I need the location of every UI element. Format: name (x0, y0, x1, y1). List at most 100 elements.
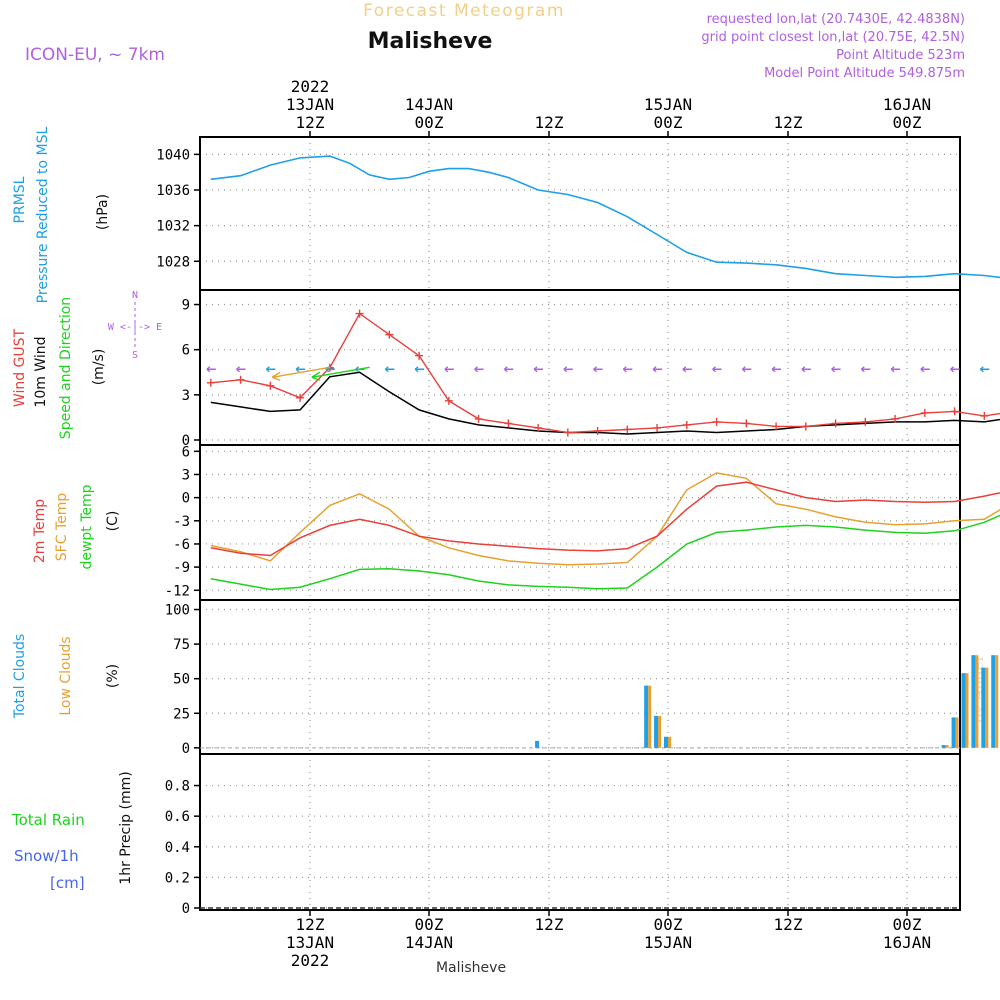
t2m-line (210, 481, 1000, 557)
wind-direction-arrow (563, 366, 573, 373)
gust-marker (296, 393, 305, 402)
gust-marker (236, 375, 245, 384)
gust-marker (415, 351, 424, 360)
total-cloud-bar (654, 716, 659, 748)
total-cloud-bar (981, 667, 986, 748)
ytick-label: 0 (182, 491, 190, 507)
total-cloud-bar (951, 717, 956, 748)
gust-marker (712, 417, 721, 426)
top-hour-label: 00Z (893, 113, 922, 132)
pressure-unit: (hPa) (95, 194, 111, 230)
low-cloud-bar (668, 736, 671, 748)
gridpoint-coords: grid point closest lon,lat (20.75E, 42.5… (701, 30, 965, 45)
wind-direction-arrow (265, 366, 276, 373)
model-altitude: Model Point Altitude 549.875m (764, 66, 965, 81)
snow-unit: [cm] (50, 874, 85, 892)
ytick-label: 0.2 (165, 870, 190, 886)
gust-marker (385, 330, 394, 339)
low-cloud-bar (648, 685, 652, 748)
gust-marker (593, 426, 602, 435)
wind-direction-arrow (533, 366, 544, 373)
panel-frame (199, 753, 961, 911)
low-cloud-bar (658, 716, 662, 748)
model-label: ICON-EU, ~ 7km (25, 45, 165, 65)
ytick-label: 0.4 (165, 840, 190, 856)
wind-gust-arrow (271, 366, 331, 381)
pressure-label-msl: Pressure Reduced to MSL (35, 126, 51, 303)
precip-unit: 1hr Precip (mm) (118, 771, 134, 884)
ytick-label: 1028 (156, 254, 190, 270)
wind-10m-label: 10m Wind (33, 336, 49, 407)
bottom-date-label: 13JAN (286, 933, 334, 952)
wind-gust-arrow (311, 366, 370, 381)
ytick-label: 0.8 (165, 779, 190, 795)
low-cloud-bar (995, 655, 999, 748)
wind-direction-arrow (652, 366, 663, 373)
ytick-label: 6 (182, 343, 190, 359)
wind-direction-arrow (503, 366, 514, 373)
location-title: Malisheve (368, 29, 493, 54)
sfc-temp-line (210, 472, 1000, 566)
total-clouds-label: Total Clouds (12, 634, 28, 719)
top-hour-label: 12Z (774, 113, 803, 132)
dewpt-line (210, 514, 1000, 591)
ytick-label: 0 (182, 901, 190, 917)
wind-direction-arrow (771, 366, 782, 373)
gust-marker (920, 408, 929, 417)
wind-direction-arrow (236, 366, 246, 373)
top-date-label: 13JAN (286, 95, 334, 114)
ytick-label: -9 (173, 560, 190, 576)
footer-location: Malisheve (436, 960, 506, 976)
wind-direction-arrow (593, 366, 603, 373)
gust-marker (891, 414, 900, 423)
gust-marker (742, 419, 751, 428)
chart-title: Forecast Meteogram (363, 1, 565, 21)
pressure-label-prmsl: PRMSL (12, 176, 28, 223)
wind-direction-arrow (622, 366, 633, 373)
gust-marker (623, 425, 632, 434)
top-date-label: 14JAN (405, 95, 453, 114)
wind-direction-arrow (474, 366, 484, 373)
low-cloud-bar (985, 667, 989, 748)
total-cloud-bar (941, 745, 946, 748)
wind-unit: (m/s) (91, 349, 107, 386)
wind-direction-arrow (206, 366, 216, 373)
requested-coords: requested lon,lat (20.7430E, 42.4838N) (707, 12, 965, 27)
top-year-label: 2022 (291, 77, 330, 96)
wind-gust-label: Wind GUST (12, 328, 28, 407)
top-hour-label: 00Z (415, 113, 444, 132)
ytick-label: 1040 (156, 147, 190, 163)
ytick-label: 1036 (156, 183, 190, 199)
top-hour-label: 12Z (296, 113, 325, 132)
bottom-date-label: 16JAN (883, 933, 931, 952)
compass-n: N (132, 290, 138, 301)
wind-direction-arrow (950, 366, 960, 373)
wind-direction-arrow (920, 366, 930, 373)
ytick-label: 0 (182, 741, 190, 757)
ytick-label: 1032 (156, 219, 190, 235)
point-altitude: Point Altitude 523m (836, 48, 965, 63)
low-cloud-bar (945, 745, 949, 748)
ytick-label: 50 (173, 672, 190, 688)
low-cloud-bar (975, 655, 979, 748)
wind-direction-arrow (860, 366, 871, 373)
bottom-hour-label: 12Z (774, 915, 803, 934)
wind-direction-arrow (712, 366, 722, 373)
temp-2m-label: 2m Temp (32, 499, 48, 563)
top-hour-label: 00Z (654, 113, 683, 132)
bottom-date-label: 15JAN (644, 933, 692, 952)
ytick-label: 100 (165, 603, 190, 619)
wind-direction-arrow (741, 366, 752, 373)
total-cloud-bar (644, 685, 649, 748)
ytick-label: 75 (173, 637, 190, 653)
ytick-label: 0 (182, 433, 190, 449)
top-hour-label: 12Z (535, 113, 564, 132)
bottom-date-label: 14JAN (405, 933, 453, 952)
clouds-unit: (%) (105, 664, 121, 688)
wind-direction-arrow (295, 366, 306, 373)
temp-unit: (C) (105, 511, 121, 532)
low-cloud-bar (965, 673, 969, 748)
low-clouds-label: Low Clouds (58, 636, 74, 715)
gust-marker (534, 423, 543, 432)
